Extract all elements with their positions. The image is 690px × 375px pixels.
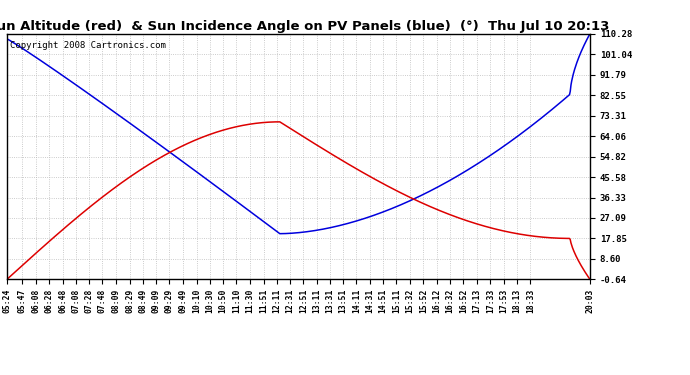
Text: Copyright 2008 Cartronics.com: Copyright 2008 Cartronics.com [10, 41, 166, 50]
Title: Sun Altitude (red)  & Sun Incidence Angle on PV Panels (blue)  (°)  Thu Jul 10 2: Sun Altitude (red) & Sun Incidence Angle… [0, 20, 609, 33]
